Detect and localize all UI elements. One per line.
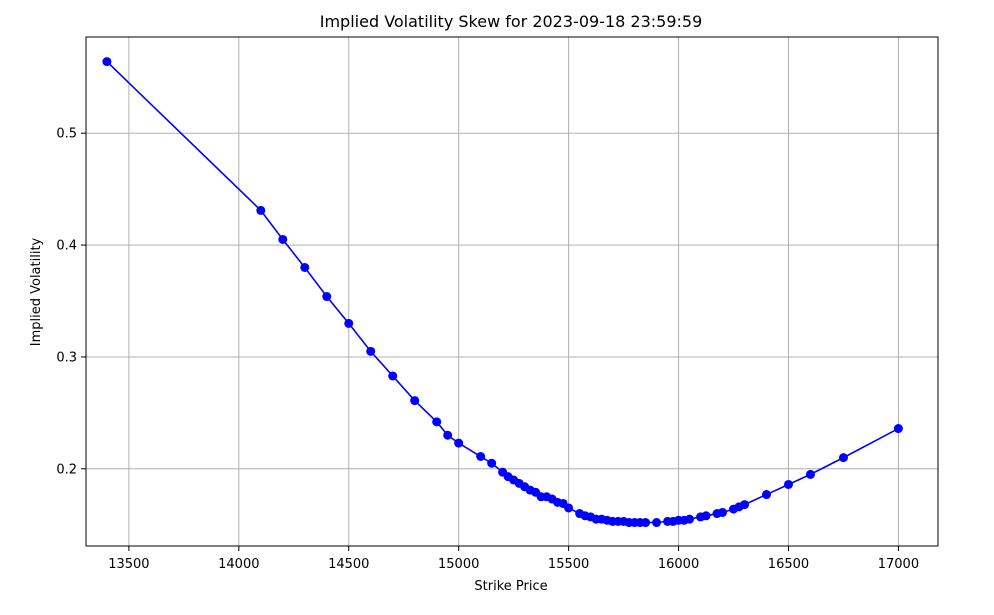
data-point [564, 503, 574, 513]
data-point [838, 453, 848, 463]
y-tick-label: 0.4 [56, 239, 77, 254]
plot-frame [85, 36, 939, 547]
data-point [783, 479, 793, 489]
grid-layer [86, 37, 938, 546]
data-point [893, 424, 903, 434]
x-tick-label: 13500 [108, 557, 149, 572]
x-tick-label: 15000 [438, 557, 479, 572]
series-layer [102, 57, 903, 528]
y-tick-label: 0.5 [56, 127, 77, 142]
data-point [256, 205, 266, 215]
axes-layer: 13500 14000 14500 15000 15500 16000 16500 17000… [56, 36, 939, 572]
y-axis-label: Implied Volatility [29, 237, 44, 346]
data-point [344, 318, 354, 328]
data-point [718, 507, 728, 517]
data-point [476, 452, 486, 462]
data-point [487, 458, 497, 468]
chart-title: Implied Volatility Skew for 2023-09-18 2… [320, 12, 703, 31]
data-point [685, 514, 695, 524]
data-point [366, 346, 376, 356]
data-point [454, 438, 464, 448]
y-tick-label: 0.2 [56, 462, 77, 477]
series-line [106, 61, 899, 524]
data-point [278, 234, 288, 244]
y-tick-label: 0.3 [56, 350, 77, 365]
data-point [443, 430, 453, 440]
x-tick-label: 16000 [658, 557, 699, 572]
x-tick-label: 14000 [218, 557, 259, 572]
data-point [701, 511, 711, 521]
x-tick-label: 14500 [328, 557, 369, 572]
data-point [740, 500, 750, 510]
data-point [652, 518, 662, 528]
data-point [300, 262, 310, 272]
data-point [102, 57, 112, 67]
x-axis-label: Strike Price [474, 579, 547, 594]
x-tick-label: 16500 [768, 557, 809, 572]
data-point [641, 518, 651, 528]
data-point [432, 417, 442, 427]
data-point [388, 371, 398, 381]
x-tick-label: 17000 [878, 557, 919, 572]
data-point [410, 396, 420, 406]
x-tick-label: 15500 [548, 557, 589, 572]
data-point [322, 292, 332, 302]
data-point [762, 490, 772, 500]
data-point [805, 469, 815, 479]
